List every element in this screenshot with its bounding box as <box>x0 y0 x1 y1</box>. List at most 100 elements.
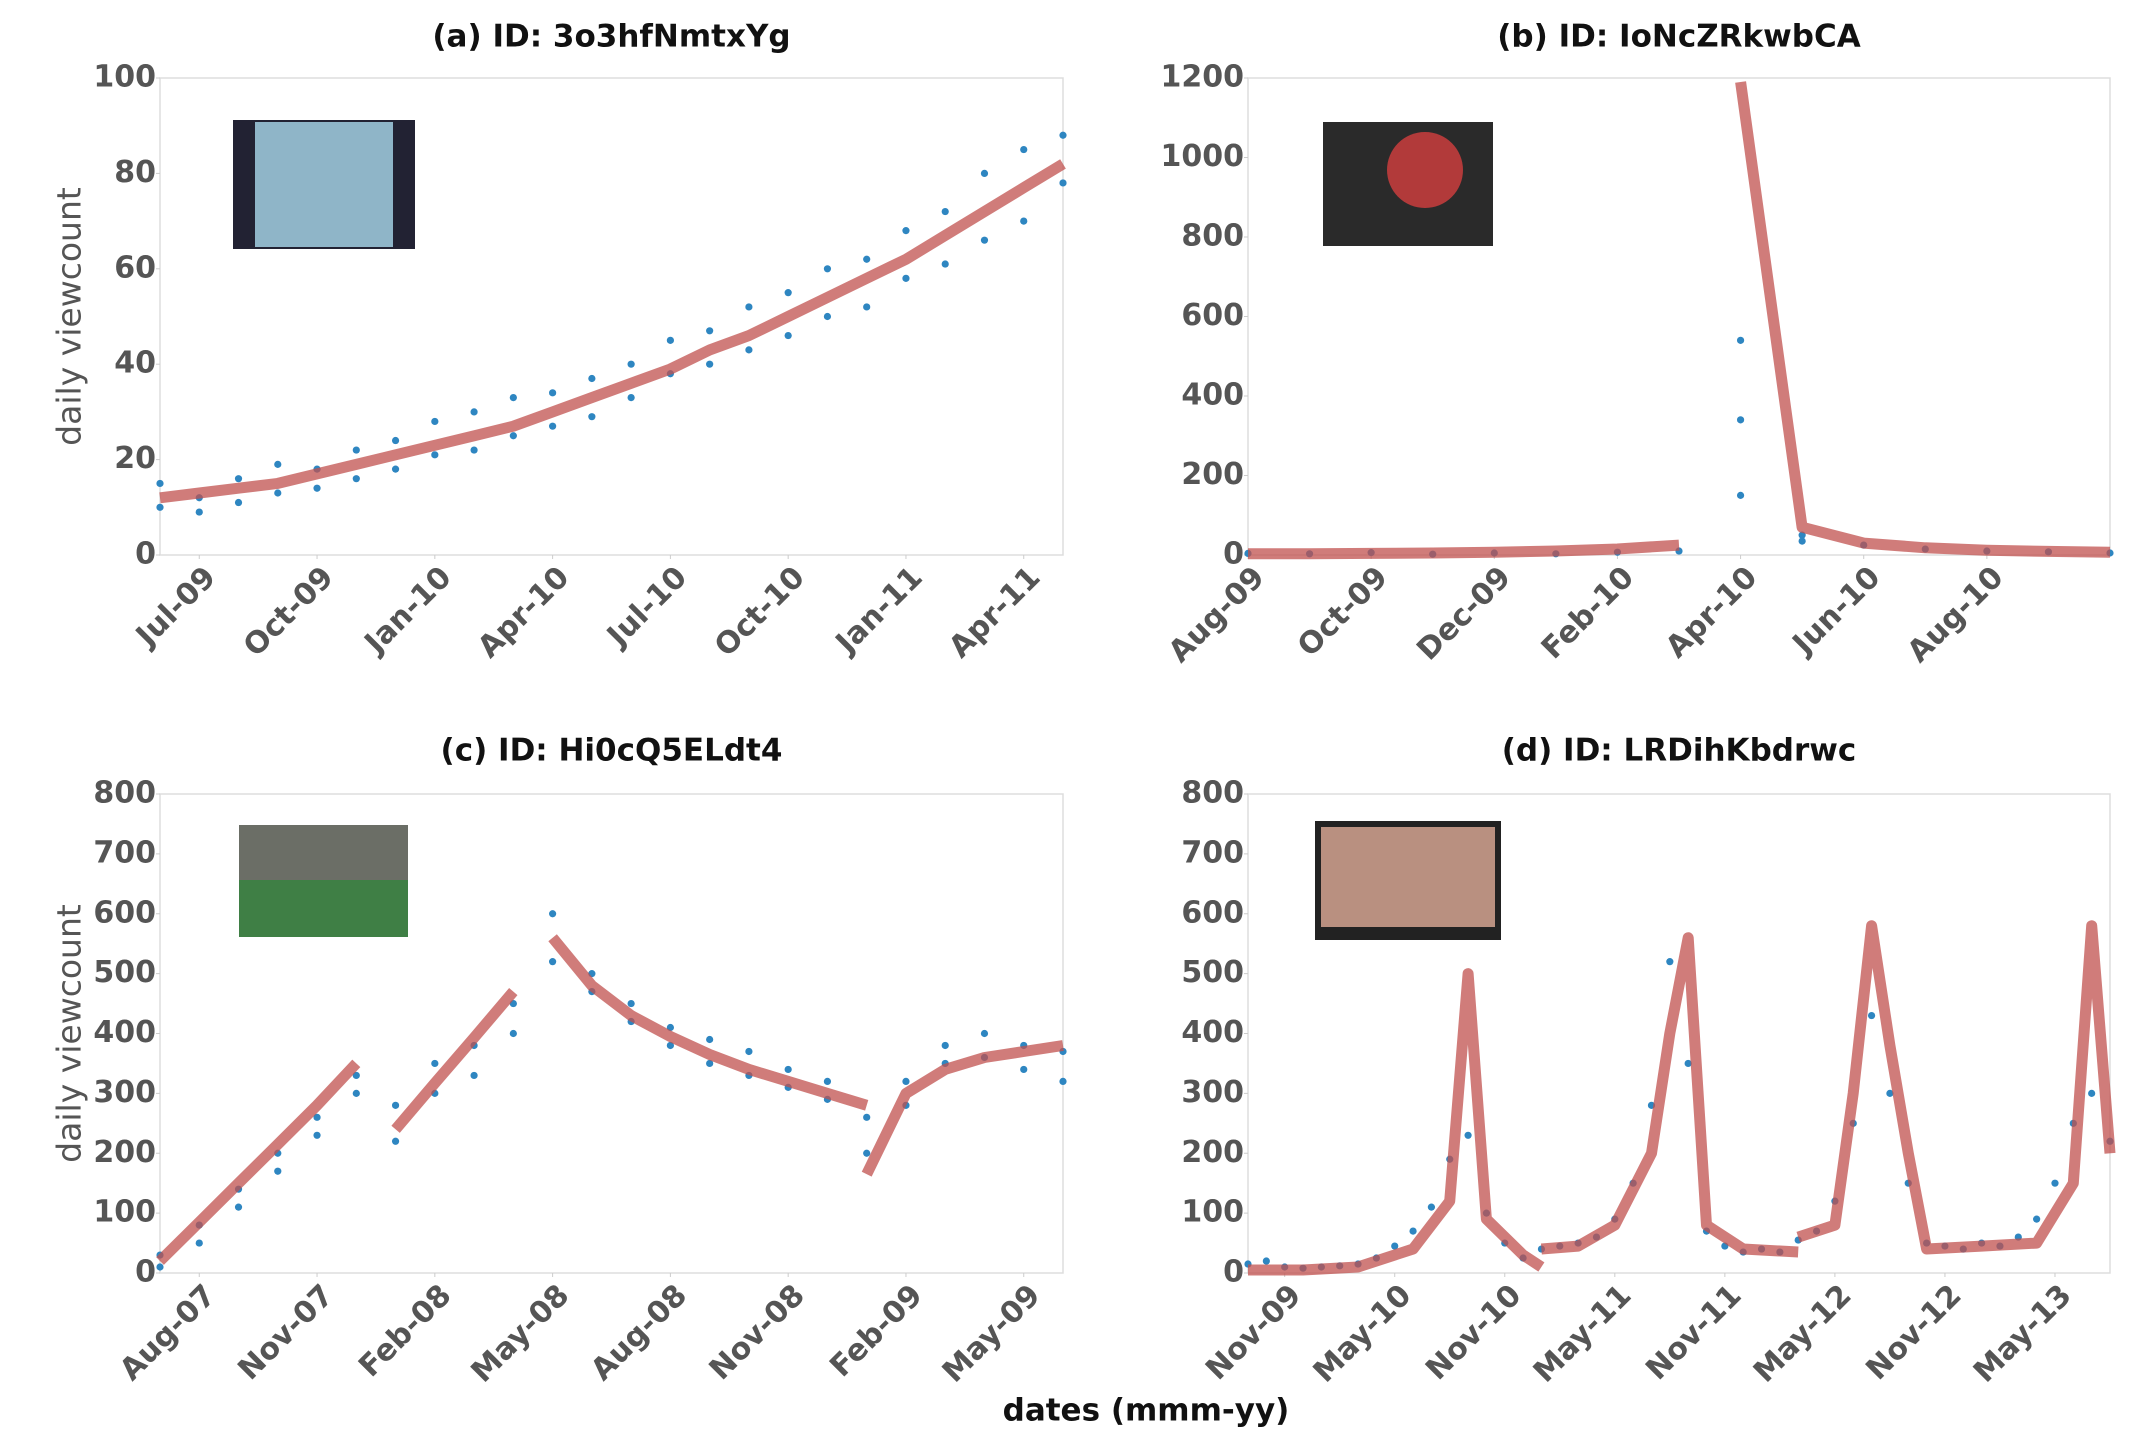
y-tick-label: 1000 <box>1161 139 1245 174</box>
data-point <box>1409 1227 1417 1235</box>
data-point <box>941 1041 949 1050</box>
data-point <box>627 360 635 368</box>
data-point <box>234 1203 243 1211</box>
data-point <box>274 489 282 497</box>
data-point <box>509 432 517 440</box>
fit-line <box>156 934 1064 1265</box>
data-point <box>313 484 321 492</box>
data-point <box>588 374 596 383</box>
y-axis-label: daily viewcount <box>50 187 89 446</box>
data-point <box>234 498 243 507</box>
y-tick-label: 1200 <box>1161 60 1245 95</box>
y-tick-label: 500 <box>1181 955 1244 990</box>
data-point <box>980 169 989 177</box>
data-point <box>1427 1203 1436 1211</box>
data-point <box>706 327 714 335</box>
data-point <box>706 360 714 368</box>
thumbnail-art <box>239 880 408 937</box>
y-tick-label: 600 <box>1181 895 1244 930</box>
data-point <box>391 1101 400 1109</box>
data-point <box>941 207 949 216</box>
data-point <box>823 312 832 321</box>
y-tick-label: 60 <box>114 250 156 285</box>
chart-title: (c) ID: Hi0cQ5ELdt4 <box>441 733 783 769</box>
thumbnail-art <box>1387 132 1463 208</box>
y-tick-label: 200 <box>93 1135 156 1170</box>
data-point <box>1059 131 1067 139</box>
data-point <box>1867 1011 1876 1020</box>
data-point <box>745 1047 753 1056</box>
data-point <box>863 255 871 263</box>
plot-frame <box>159 77 1064 556</box>
y-tick-label: 300 <box>93 1075 156 1110</box>
data-point <box>234 475 243 483</box>
data-point <box>391 1137 400 1145</box>
y-tick-label: 100 <box>93 1195 156 1230</box>
data-point <box>1020 1065 1028 1074</box>
y-tick-label: 400 <box>93 1015 156 1050</box>
y-tick-label: 40 <box>114 346 156 381</box>
data-point <box>902 274 910 282</box>
data-point <box>470 1071 478 1080</box>
y-tick-label: 700 <box>93 835 156 870</box>
data-point <box>1059 179 1067 187</box>
y-tick-label: 0 <box>135 1255 156 1290</box>
y-tick-label: 500 <box>93 955 156 990</box>
y-tick-label: 600 <box>1181 298 1244 333</box>
data-point <box>470 408 478 416</box>
data-point <box>980 236 989 244</box>
data-point <box>1391 1242 1399 1250</box>
data-point <box>274 460 282 468</box>
data-point <box>549 958 557 966</box>
data-point <box>666 1041 674 1050</box>
y-axis-label: daily viewcount <box>50 904 89 1163</box>
data-point <box>274 1167 282 1175</box>
data-point <box>823 1077 832 1085</box>
data-point <box>431 1059 439 1068</box>
data-point <box>391 465 400 473</box>
data-point <box>195 1239 203 1247</box>
data-point <box>352 1071 360 1080</box>
data-point <box>156 479 164 488</box>
y-tick-label: 800 <box>93 776 156 811</box>
data-point <box>784 331 792 340</box>
data-point <box>470 446 478 454</box>
data-point <box>784 289 792 297</box>
fit-line <box>1248 81 2111 560</box>
data-point <box>431 417 439 426</box>
data-point <box>784 1065 792 1074</box>
data-point <box>352 475 360 483</box>
data-point <box>902 227 910 235</box>
data-point <box>313 1113 321 1121</box>
data-point <box>2033 1215 2041 1223</box>
data-point <box>863 303 871 311</box>
data-point <box>1736 416 1745 424</box>
data-point <box>706 1035 714 1044</box>
y-tick-label: 100 <box>93 60 156 95</box>
data-point <box>313 1131 321 1139</box>
y-tick-label: 800 <box>1181 219 1244 254</box>
thumbnail-art <box>1321 827 1495 927</box>
data-point <box>1262 1257 1270 1265</box>
data-point <box>549 422 557 430</box>
data-point <box>1020 145 1028 154</box>
data-point <box>2088 1089 2096 1097</box>
y-tick-label: 400 <box>1181 1015 1244 1050</box>
data-point <box>352 1089 360 1097</box>
chart-title: (a) ID: 3o3hfNmtxYg <box>432 19 790 55</box>
y-tick-label: 300 <box>1181 1075 1244 1110</box>
data-point <box>509 393 517 402</box>
data-point <box>1666 958 1674 966</box>
data-point <box>902 1077 910 1085</box>
data-point <box>941 260 949 268</box>
y-tick-label: 200 <box>1181 457 1244 492</box>
data-point <box>2051 1179 2059 1187</box>
data-point <box>706 1059 714 1068</box>
chart-title: (d) ID: LRDihKbdrwc <box>1502 733 1857 769</box>
data-point <box>549 910 557 918</box>
y-tick-label: 0 <box>1223 1255 1244 1290</box>
chart-title: (b) ID: IoNcZRkwbCA <box>1497 19 1860 55</box>
thumbnail-art <box>255 122 393 247</box>
thumbnails <box>233 120 1501 940</box>
